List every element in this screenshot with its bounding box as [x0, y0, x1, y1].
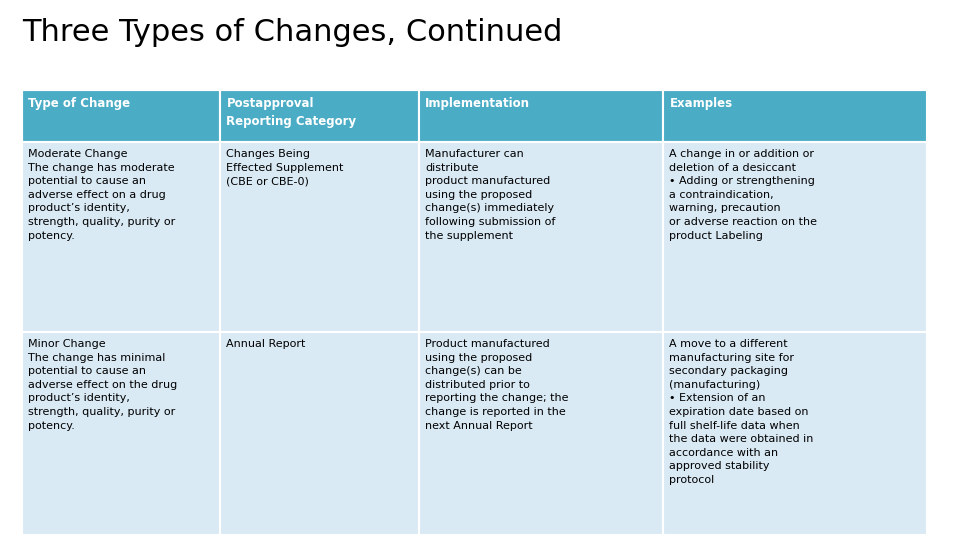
Text: Type of Change: Type of Change	[28, 97, 131, 110]
Bar	[419, 142, 663, 332]
Text: Annual Report: Annual Report	[227, 339, 306, 349]
Text: Postapproval
Reporting Category: Postapproval Reporting Category	[227, 97, 356, 127]
Bar	[221, 142, 419, 332]
Text: Product manufactured
using the proposed
change(s) can be
distributed prior to
re: Product manufactured using the proposed …	[425, 339, 568, 430]
Bar	[22, 332, 221, 535]
Text: A change in or addition or
deletion of a desiccant
• Adding or strengthening
a c: A change in or addition or deletion of a…	[669, 149, 818, 241]
Bar	[22, 142, 221, 332]
Text: Examples: Examples	[669, 97, 732, 110]
Bar	[22, 90, 221, 142]
Bar	[663, 90, 926, 142]
Text: Moderate Change
The change has moderate
potential to cause an
adverse effect on : Moderate Change The change has moderate …	[28, 149, 176, 241]
Text: A move to a different
manufacturing site for
secondary packaging
(manufacturing): A move to a different manufacturing site…	[669, 339, 814, 485]
Text: Three Types of Changes, Continued: Three Types of Changes, Continued	[22, 18, 563, 47]
Bar	[663, 332, 926, 535]
Text: Manufacturer can
distribute
product manufactured
using the proposed
change(s) im: Manufacturer can distribute product manu…	[425, 149, 555, 241]
Bar	[22, 90, 945, 535]
Bar	[221, 332, 419, 535]
Bar	[221, 90, 419, 142]
Text: Implementation: Implementation	[425, 97, 530, 110]
Bar	[419, 90, 663, 142]
Text: Minor Change
The change has minimal
potential to cause an
adverse effect on the : Minor Change The change has minimal pote…	[28, 339, 178, 430]
Bar	[663, 142, 926, 332]
Bar	[419, 332, 663, 535]
Text: Changes Being
Effected Supplement
(CBE or CBE-0): Changes Being Effected Supplement (CBE o…	[227, 149, 344, 186]
